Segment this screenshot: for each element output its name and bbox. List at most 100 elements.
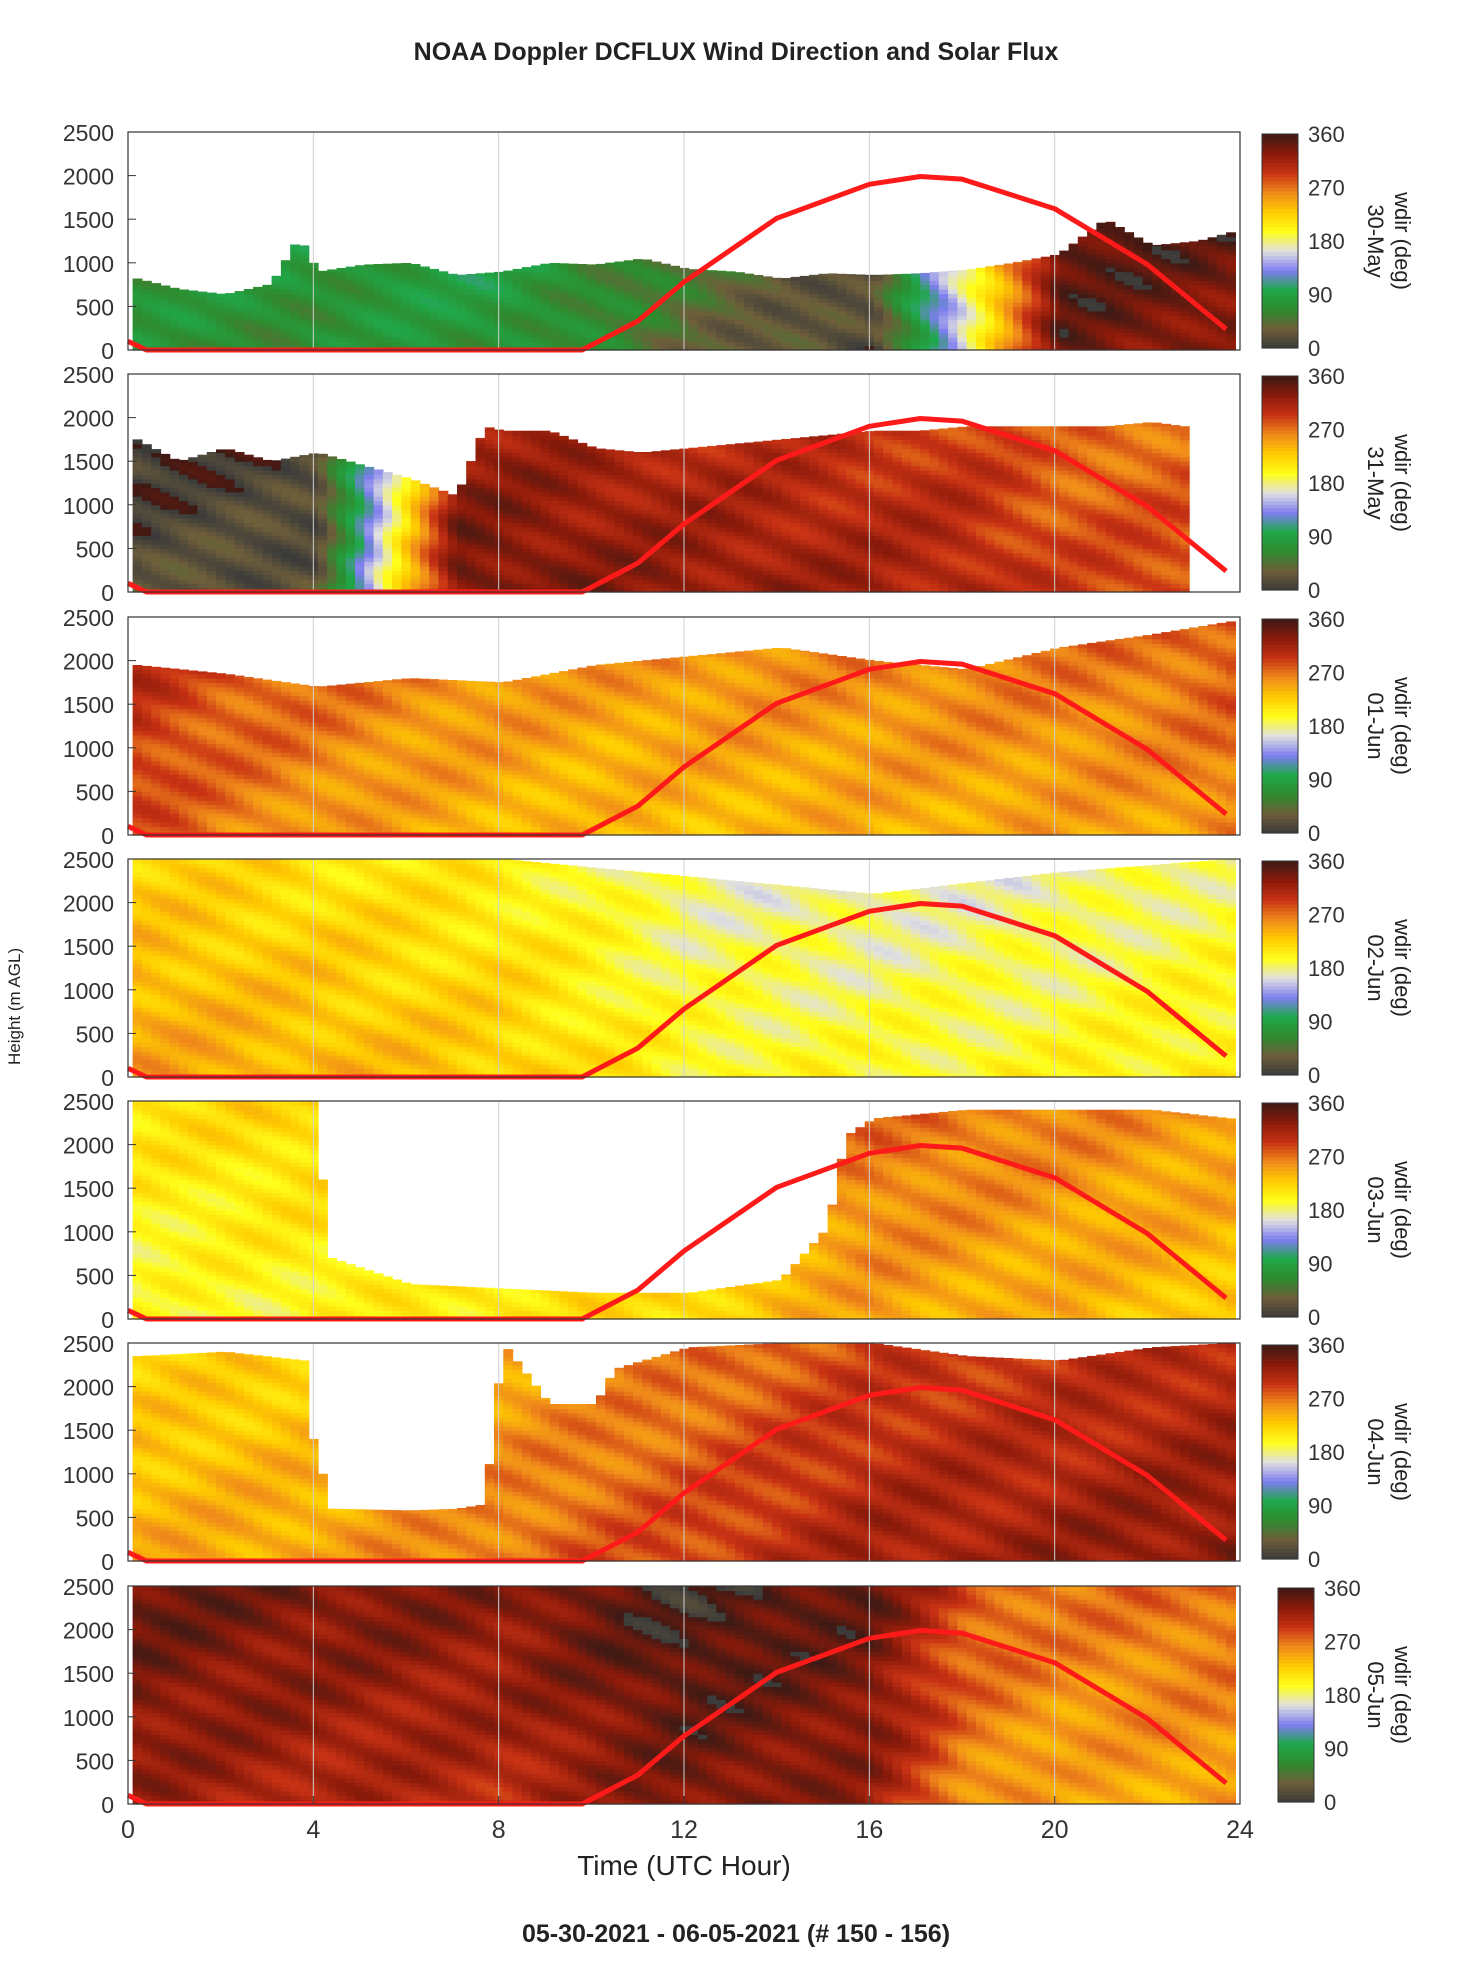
heatmap-cell — [142, 341, 152, 346]
heatmap-cell — [689, 280, 699, 285]
heatmap-cell — [142, 333, 152, 338]
heatmap-cell — [596, 280, 606, 285]
heatmap-cell — [540, 267, 550, 272]
heatmap-cell — [438, 276, 448, 281]
heatmap-cell — [207, 293, 217, 294]
heatmap-cell — [642, 289, 652, 294]
heatmap-cell — [642, 302, 652, 307]
heatmap-cell — [411, 315, 421, 320]
heatmap-cell — [383, 298, 393, 303]
heatmap-cell — [392, 324, 402, 329]
heatmap-cell — [476, 285, 486, 290]
heatmap-cell — [438, 324, 448, 329]
heatmap-cell — [513, 298, 523, 303]
heatmap-cell — [392, 315, 402, 320]
heatmap-cell — [299, 341, 309, 346]
heatmap-cell — [522, 267, 532, 272]
heatmap-cell — [615, 306, 625, 311]
heatmap-cell — [383, 306, 393, 311]
heatmap-cell — [568, 267, 578, 272]
heatmap-cell — [559, 263, 569, 267]
heatmap-cell — [522, 341, 532, 346]
heatmap-cell — [272, 311, 282, 316]
heatmap-cell — [559, 302, 569, 307]
heatmap-cell — [253, 289, 263, 294]
heatmap-cell — [364, 328, 374, 333]
heatmap-cell — [179, 302, 189, 307]
heatmap-cell — [559, 272, 569, 277]
heatmap-cell — [485, 311, 495, 316]
heatmap-cell — [577, 337, 587, 342]
heatmap-cell — [281, 302, 291, 307]
heatmap-cell — [225, 306, 235, 311]
heatmap-cell — [615, 272, 625, 277]
heatmap-cell — [485, 302, 495, 307]
heatmap-cell — [272, 280, 282, 285]
heatmap-cell — [346, 285, 356, 290]
heatmap-cell — [513, 324, 523, 329]
heatmap-cell — [188, 324, 198, 329]
heatmap-cell — [281, 341, 291, 346]
heatmap-cell — [411, 302, 421, 307]
heatmap-cell — [383, 315, 393, 320]
heatmap-cell — [318, 324, 328, 329]
heatmap-cell — [596, 311, 606, 316]
heatmap-cell — [522, 298, 532, 303]
heatmap-cell — [170, 328, 180, 333]
heatmap-cell — [661, 341, 671, 346]
heatmap-cell — [170, 306, 180, 311]
heatmap-cell — [151, 328, 161, 333]
heatmap-cell — [142, 320, 152, 325]
heatmap-cell — [216, 337, 226, 342]
heatmap-cell — [624, 276, 634, 281]
heatmap-cell — [133, 311, 143, 316]
heatmap-cell — [438, 315, 448, 320]
heatmap-cell — [596, 285, 606, 290]
heatmap-cell — [411, 298, 421, 303]
heatmap-cell — [624, 306, 634, 311]
heatmap-cell — [642, 267, 652, 272]
heatmap-cell — [318, 276, 328, 281]
heatmap-cell — [244, 306, 254, 311]
heatmap-cell — [299, 258, 309, 263]
heatmap-cell — [596, 272, 606, 277]
heatmap-cell — [225, 341, 235, 346]
heatmap-cell — [577, 324, 587, 329]
heatmap-cell — [160, 333, 170, 338]
heatmap-cell — [540, 341, 550, 346]
heatmap-cell — [476, 320, 486, 325]
heatmap-cell — [466, 341, 476, 346]
heatmap-cell — [253, 320, 263, 325]
heatmap-cell — [559, 320, 569, 325]
heatmap-cell — [327, 276, 337, 281]
heatmap-cell — [262, 337, 272, 342]
heatmap-cell — [540, 333, 550, 338]
heatmap-cell — [151, 333, 161, 338]
heatmap-cell — [383, 302, 393, 307]
heatmap-cell — [337, 268, 347, 272]
heatmap-cell — [401, 272, 411, 277]
heatmap-cell — [429, 324, 439, 329]
heatmap-cell — [587, 264, 597, 267]
heatmap-cell — [531, 276, 541, 281]
heatmap-cell — [513, 276, 523, 281]
heatmap-cell — [457, 333, 467, 338]
heatmap-cell — [401, 267, 411, 272]
heatmap-cell — [290, 341, 300, 346]
heatmap-cell — [216, 306, 226, 311]
heatmap-cell — [290, 276, 300, 281]
heatmap-cell — [466, 337, 476, 342]
heatmap-cell — [364, 302, 374, 307]
heatmap-cell — [568, 337, 578, 342]
heatmap-cell — [568, 293, 578, 298]
heatmap-cell — [540, 272, 550, 277]
heatmap-cell — [550, 272, 560, 277]
heatmap-cell — [253, 324, 263, 329]
heatmap-cell — [401, 315, 411, 320]
heatmap-cell — [281, 298, 291, 303]
heatmap-cell — [262, 320, 272, 325]
heatmap-cell — [476, 289, 486, 294]
heatmap-cell — [281, 293, 291, 298]
heatmap-cell — [652, 263, 662, 268]
heatmap-cell — [411, 328, 421, 333]
